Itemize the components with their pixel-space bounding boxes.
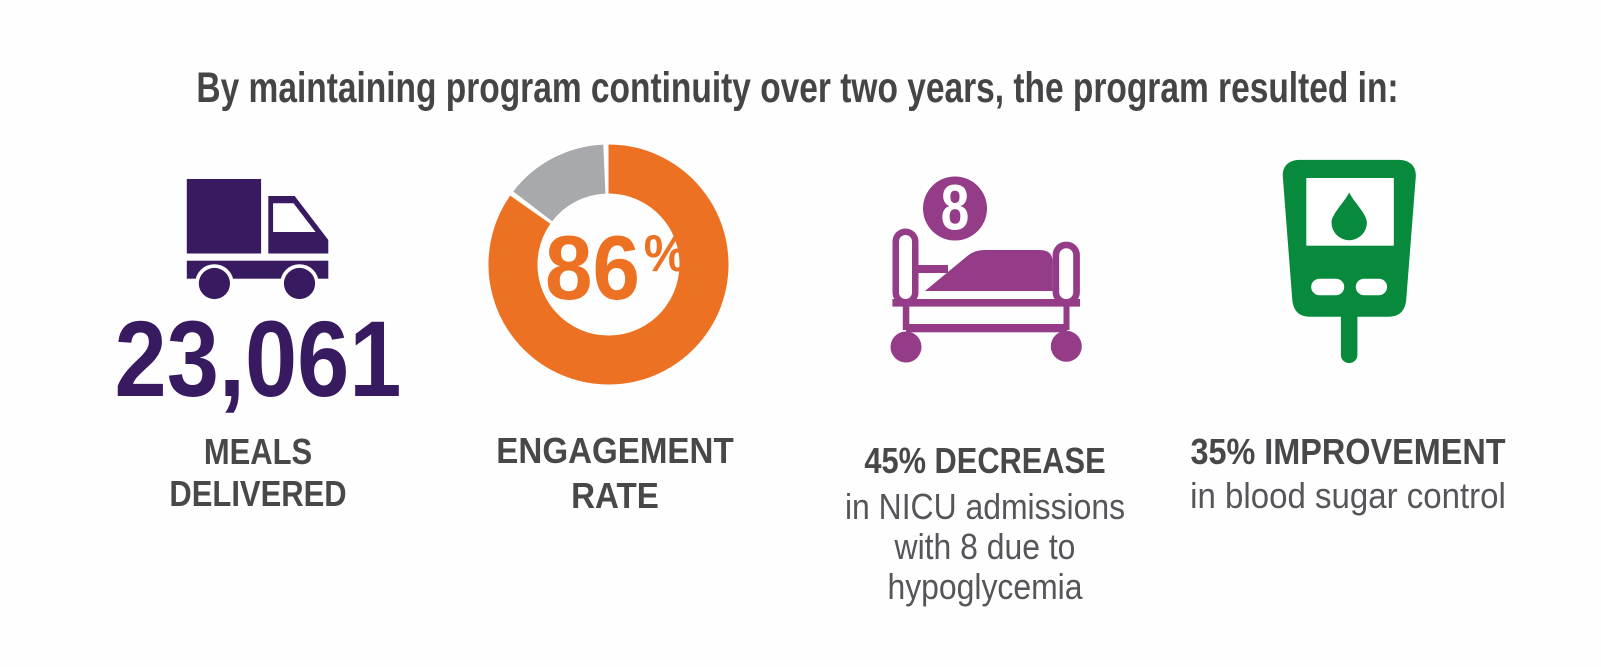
svg-text:8: 8	[941, 173, 969, 244]
